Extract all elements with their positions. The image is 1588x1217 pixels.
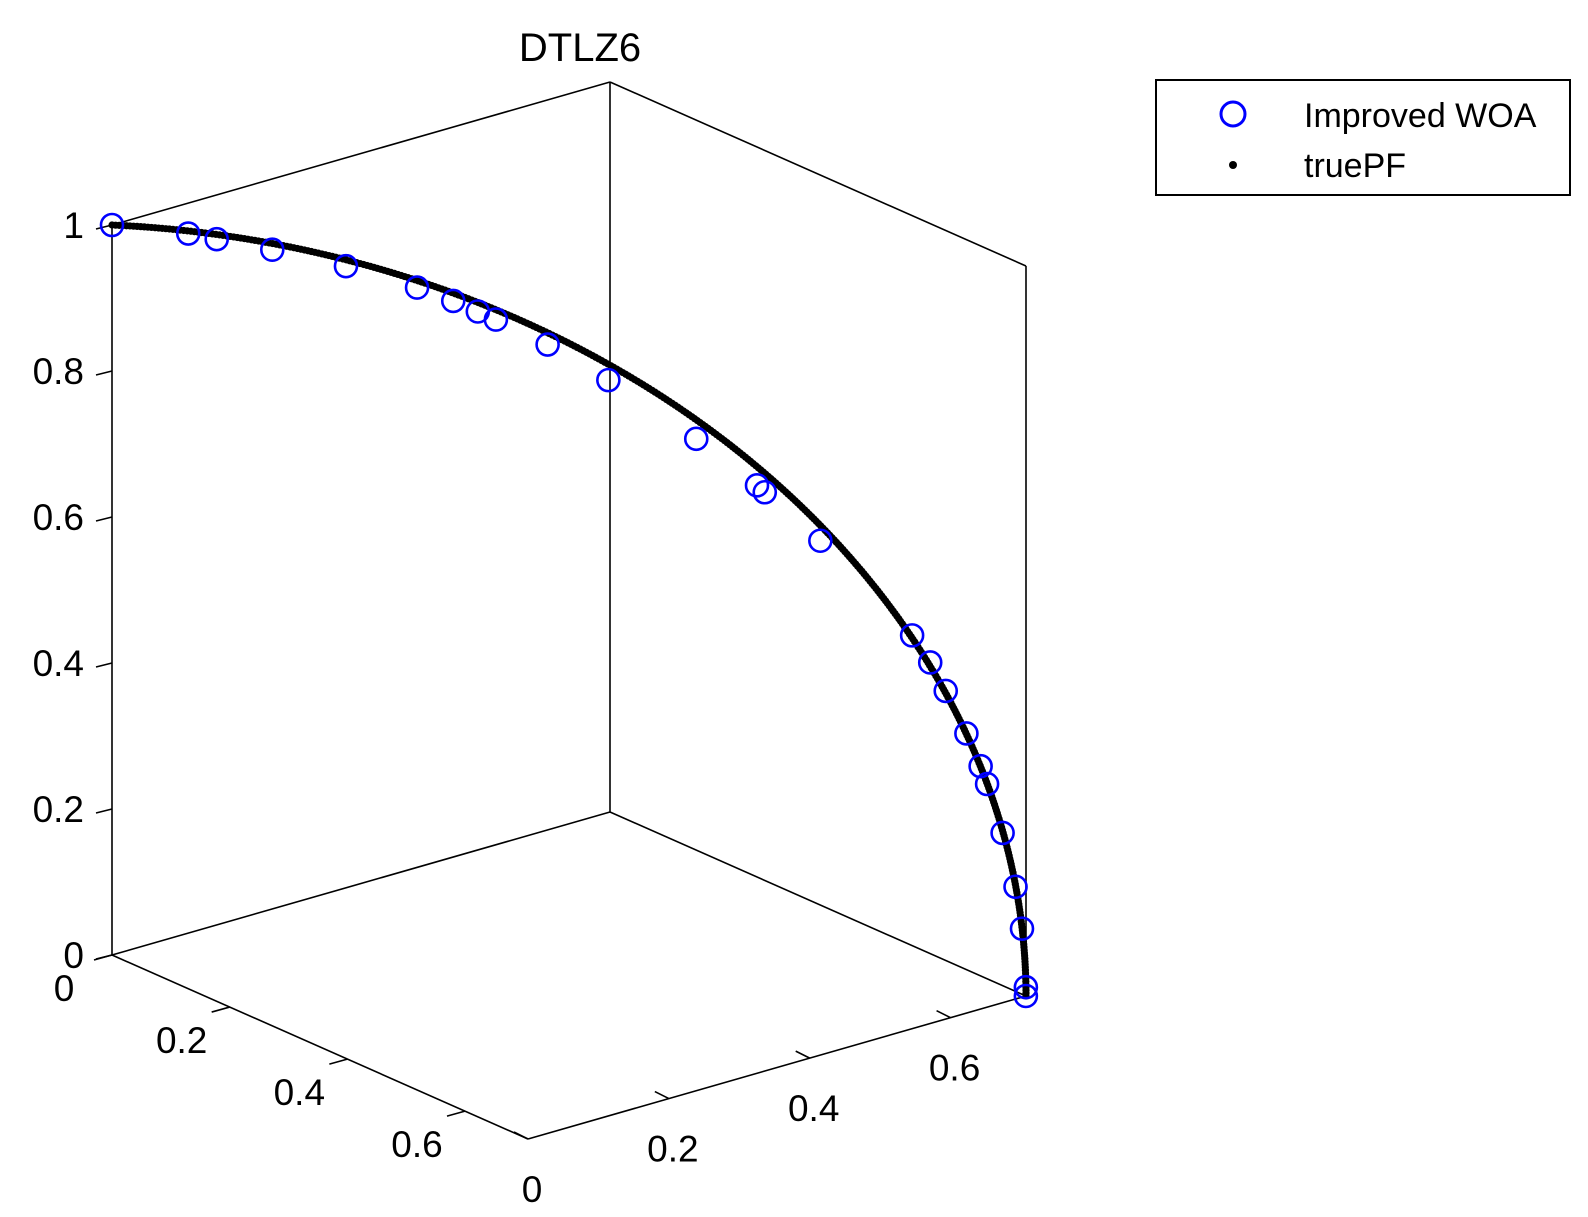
improved-woa-point (974, 771, 1000, 797)
improved-woa-point (968, 753, 993, 779)
improved-woa-point (333, 253, 359, 279)
x-tick (329, 1058, 348, 1065)
improved-woa-point (1013, 974, 1039, 1000)
y-tick-label: 0.6 (929, 1048, 980, 1089)
x-tick (446, 1110, 466, 1117)
x-tick (211, 1006, 230, 1013)
improved-woa-point (933, 678, 959, 704)
improved-woa-point (483, 307, 509, 332)
y-tick (795, 1050, 811, 1059)
improved-woa-point (259, 237, 285, 263)
axis-ticks: 0 0.2 0.4 0.6 0.8 1 0 0.2 0.4 0.6 0 0.2 0.4 0.6 (33, 205, 981, 1210)
improved-woa-point (899, 623, 925, 648)
z-tick (95, 516, 113, 522)
improved-woa-point (535, 332, 560, 357)
legend-label-truepf: truePF (1304, 147, 1406, 185)
z-tick-label: 0.6 (33, 497, 84, 538)
z-tick-label: 0 (63, 935, 84, 976)
chart-title: DTLZ6 (519, 26, 641, 70)
improved-woa-point (175, 221, 201, 246)
x-tick-label: 0.2 (156, 1020, 207, 1061)
z-tick-label: 0.2 (33, 789, 84, 830)
z-tick-label: 0.8 (33, 351, 84, 392)
improved-woa-point (808, 528, 833, 554)
improved-woa-point (440, 288, 466, 314)
improved-woa-point (404, 275, 430, 300)
y-tick (513, 1131, 529, 1140)
legend-marker-truepf (1229, 161, 1237, 169)
true-pf-curve (108, 221, 1030, 1000)
x-tick-label: 0.4 (274, 1072, 325, 1113)
improved-woa-point (752, 479, 778, 505)
box-edge (609, 81, 1027, 267)
z-tick (95, 370, 113, 376)
z-tick (95, 808, 113, 814)
improved-woa-point (1003, 874, 1028, 900)
improved-woa-point (683, 426, 709, 452)
improved-woa-point (204, 226, 229, 252)
improved-woa-point (917, 650, 943, 675)
x-tick (93, 954, 113, 961)
box-edge (609, 811, 1027, 997)
box-edge (111, 81, 611, 226)
z-tick (95, 662, 113, 668)
improved-woa-point (1013, 983, 1039, 1009)
legend-label-improved-woa: Improved WOA (1304, 97, 1537, 135)
improved-woa-points (99, 212, 1039, 1009)
legend-marker-improved-woa (1219, 100, 1247, 128)
y-tick (936, 1009, 951, 1019)
improved-woa-point (990, 820, 1015, 846)
improved-woa-point (596, 367, 621, 393)
x-tick-label: 0.6 (391, 1124, 442, 1165)
improved-woa-point (1009, 916, 1035, 941)
improved-woa-point (954, 721, 979, 746)
z-tick-label: 1 (63, 205, 84, 246)
box-edge (111, 811, 611, 956)
y-tick-label: 0 (522, 1169, 543, 1210)
x-tick-label: 0 (54, 968, 75, 1009)
legend-box (1155, 79, 1571, 196)
z-tick-label: 0.4 (33, 643, 84, 684)
legend: Improved WOA truePF (1155, 79, 1571, 196)
improved-woa-point (744, 473, 770, 498)
y-tick-label: 0.4 (788, 1088, 839, 1129)
y-tick (654, 1090, 670, 1100)
box-edge (527, 995, 1027, 1140)
improved-woa-point (99, 212, 125, 238)
axes-box (111, 81, 1027, 1140)
box-edge (111, 954, 529, 1140)
y-tick-label: 0.2 (647, 1129, 698, 1170)
